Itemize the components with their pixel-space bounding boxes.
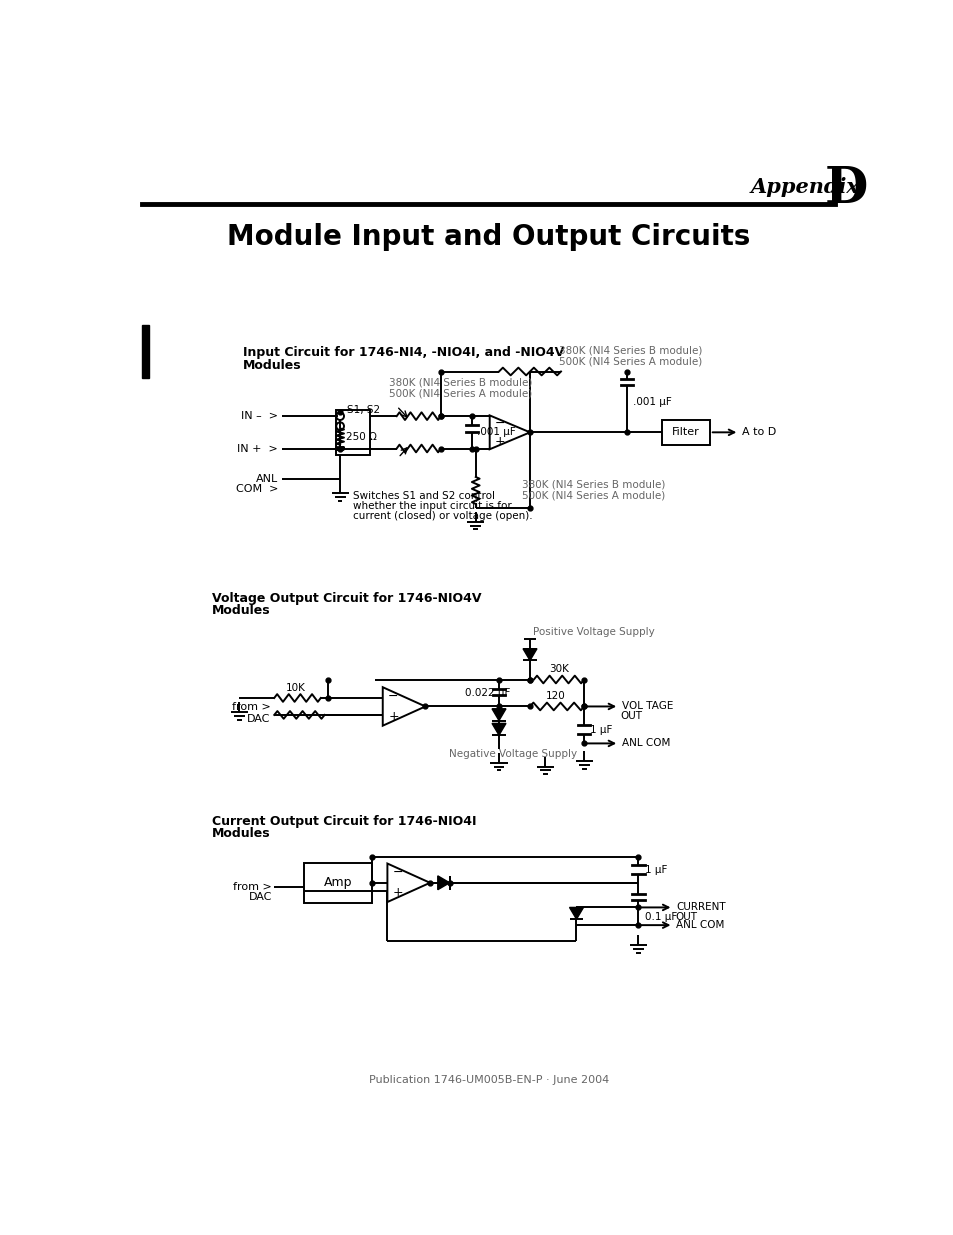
Text: Current Output Circuit for 1746-NIO4I: Current Output Circuit for 1746-NIO4I — [212, 815, 476, 829]
Text: current (closed) or voltage (open).: current (closed) or voltage (open). — [353, 511, 533, 521]
Text: 1 μF: 1 μF — [644, 864, 666, 874]
Text: IN –  >: IN – > — [241, 411, 278, 421]
Text: +: + — [393, 887, 403, 899]
Text: 30K: 30K — [549, 664, 569, 674]
Text: +: + — [495, 435, 505, 448]
Text: S1, S2: S1, S2 — [347, 405, 380, 415]
Text: ANL: ANL — [255, 474, 278, 484]
Text: Module Input and Output Circuits: Module Input and Output Circuits — [227, 222, 750, 251]
Polygon shape — [569, 908, 583, 919]
Text: Switches S1 and S2 control: Switches S1 and S2 control — [353, 492, 495, 501]
Text: from >: from > — [233, 882, 272, 892]
Text: .001 μF: .001 μF — [633, 396, 671, 406]
Text: 500K (NI4 Series A module): 500K (NI4 Series A module) — [521, 490, 665, 500]
Polygon shape — [522, 648, 537, 661]
Bar — [303, 863, 372, 903]
Text: VOL TAGE: VOL TAGE — [621, 701, 673, 711]
Text: D: D — [823, 165, 867, 215]
Text: Appendix: Appendix — [750, 177, 859, 196]
Text: −: − — [495, 416, 505, 430]
Text: A to D: A to D — [741, 427, 776, 437]
Text: 0.1 μF: 0.1 μF — [644, 913, 677, 923]
Text: 380K (NI4 Series B module): 380K (NI4 Series B module) — [521, 479, 665, 490]
Text: Filter: Filter — [671, 427, 699, 437]
Text: Modules: Modules — [243, 359, 301, 372]
Text: +: + — [388, 710, 398, 722]
Text: Modules: Modules — [212, 827, 271, 840]
Text: whether the input circuit is for: whether the input circuit is for — [353, 501, 512, 511]
Text: 500K (NI4 Series A module): 500K (NI4 Series A module) — [558, 357, 702, 367]
Text: Voltage Output Circuit for 1746-NIO4V: Voltage Output Circuit for 1746-NIO4V — [212, 592, 481, 605]
Text: OUT: OUT — [674, 913, 697, 923]
Text: Input Circuit for 1746-NI4, -NIO4I, and -NIO4V: Input Circuit for 1746-NI4, -NIO4I, and … — [243, 346, 564, 358]
Text: Publication 1746-UM005B-EN-P · June 2004: Publication 1746-UM005B-EN-P · June 2004 — [369, 1074, 608, 1084]
Text: IN +  >: IN + > — [237, 443, 278, 453]
Text: ANL COM: ANL COM — [621, 739, 670, 748]
Text: from >: from > — [232, 703, 270, 713]
Polygon shape — [437, 876, 449, 889]
Text: 250 Ω: 250 Ω — [346, 431, 376, 442]
Text: DAC: DAC — [249, 892, 272, 902]
Text: COM  >: COM > — [235, 484, 278, 494]
Text: 380K (NI4 Series B module): 380K (NI4 Series B module) — [558, 346, 702, 356]
Text: ANL COM: ANL COM — [676, 920, 724, 930]
Text: 120: 120 — [545, 692, 565, 701]
Text: CURRENT: CURRENT — [676, 903, 725, 913]
Text: −: − — [393, 866, 403, 879]
Text: OUT: OUT — [620, 710, 642, 721]
Text: Negative Voltage Supply: Negative Voltage Supply — [448, 750, 577, 760]
Polygon shape — [492, 709, 505, 720]
Text: DAC: DAC — [247, 714, 270, 724]
Bar — [661, 420, 709, 445]
Text: .001 μF: .001 μF — [476, 427, 516, 437]
Text: 1 μF: 1 μF — [590, 725, 612, 735]
Text: 380K (NI4 Series B module): 380K (NI4 Series B module) — [389, 377, 532, 388]
Bar — [142, 325, 150, 378]
Text: Amp: Amp — [323, 877, 352, 889]
Text: Modules: Modules — [212, 604, 271, 616]
Text: Positive Voltage Supply: Positive Voltage Supply — [533, 626, 654, 637]
Polygon shape — [492, 724, 505, 735]
Text: 0.022 μF: 0.022 μF — [464, 688, 510, 698]
Text: 500K (NI4 Series A module): 500K (NI4 Series A module) — [389, 388, 532, 398]
Text: −: − — [388, 690, 398, 703]
Text: 10K: 10K — [286, 683, 305, 693]
Bar — [335, 410, 369, 454]
